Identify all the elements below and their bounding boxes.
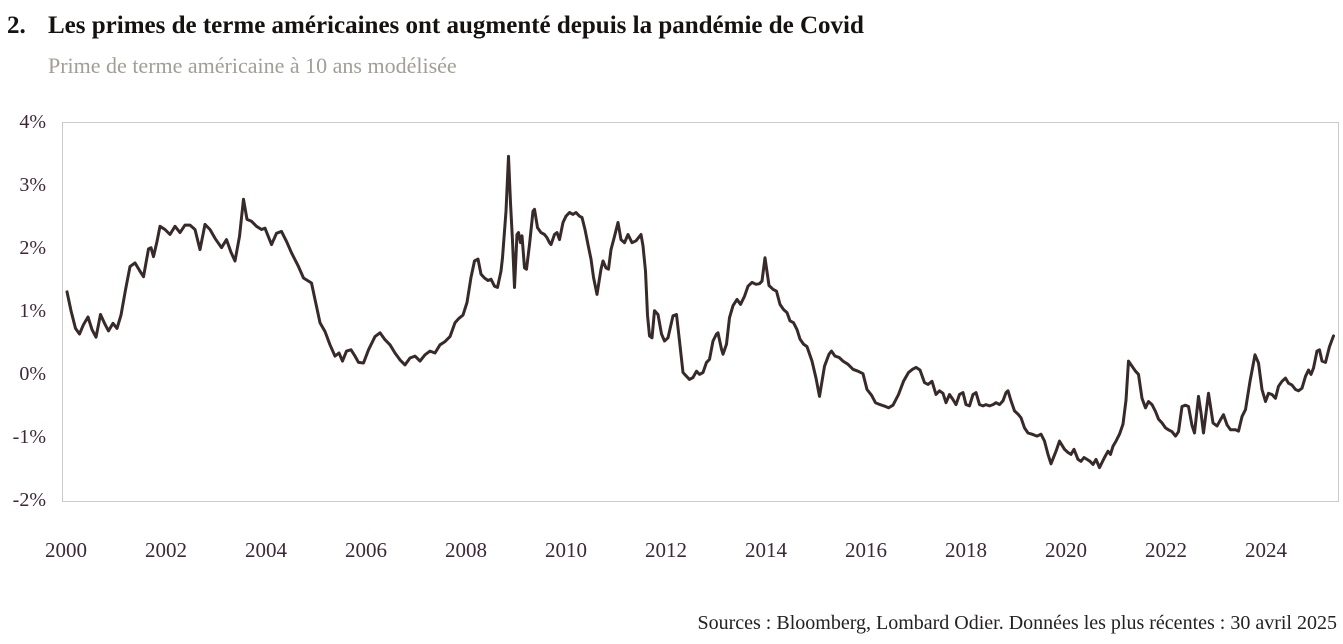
chart-title: Les primes de terme américaines ont augm…: [48, 12, 864, 39]
y-tick-label: -2%: [12, 489, 46, 511]
x-tick-label: 2002: [145, 538, 187, 562]
figure-number: 2.: [7, 12, 26, 39]
source-note: Sources : Bloomberg, Lombard Odier. Donn…: [697, 612, 1337, 634]
x-tick-label: 2020: [1045, 538, 1087, 562]
x-tick-label: 2018: [945, 538, 987, 562]
y-tick-label: 2%: [19, 237, 46, 259]
x-tick-label: 2022: [1145, 538, 1187, 562]
y-tick-label: 4%: [19, 111, 46, 133]
x-tick-label: 2012: [645, 538, 687, 562]
chart-subtitle: Prime de terme américaine à 10 ans modél…: [48, 53, 457, 78]
y-tick-label: 3%: [19, 174, 46, 196]
x-tick-label: 2004: [245, 538, 287, 562]
x-tick-label: 2024: [1245, 538, 1287, 562]
x-tick-label: 2008: [445, 538, 487, 562]
x-tick-label: 2000: [45, 538, 87, 562]
x-tick-label: 2014: [745, 538, 787, 562]
y-tick-label: -1%: [12, 426, 46, 448]
x-tick-label: 2010: [545, 538, 587, 562]
y-tick-label: 1%: [19, 300, 46, 322]
x-tick-label: 2006: [345, 538, 387, 562]
y-tick-label: 0%: [19, 363, 46, 385]
plot-area: [62, 122, 1339, 502]
x-tick-label: 2016: [845, 538, 887, 562]
term-premium-line: [65, 154, 1335, 470]
line-chart: [65, 154, 1335, 470]
